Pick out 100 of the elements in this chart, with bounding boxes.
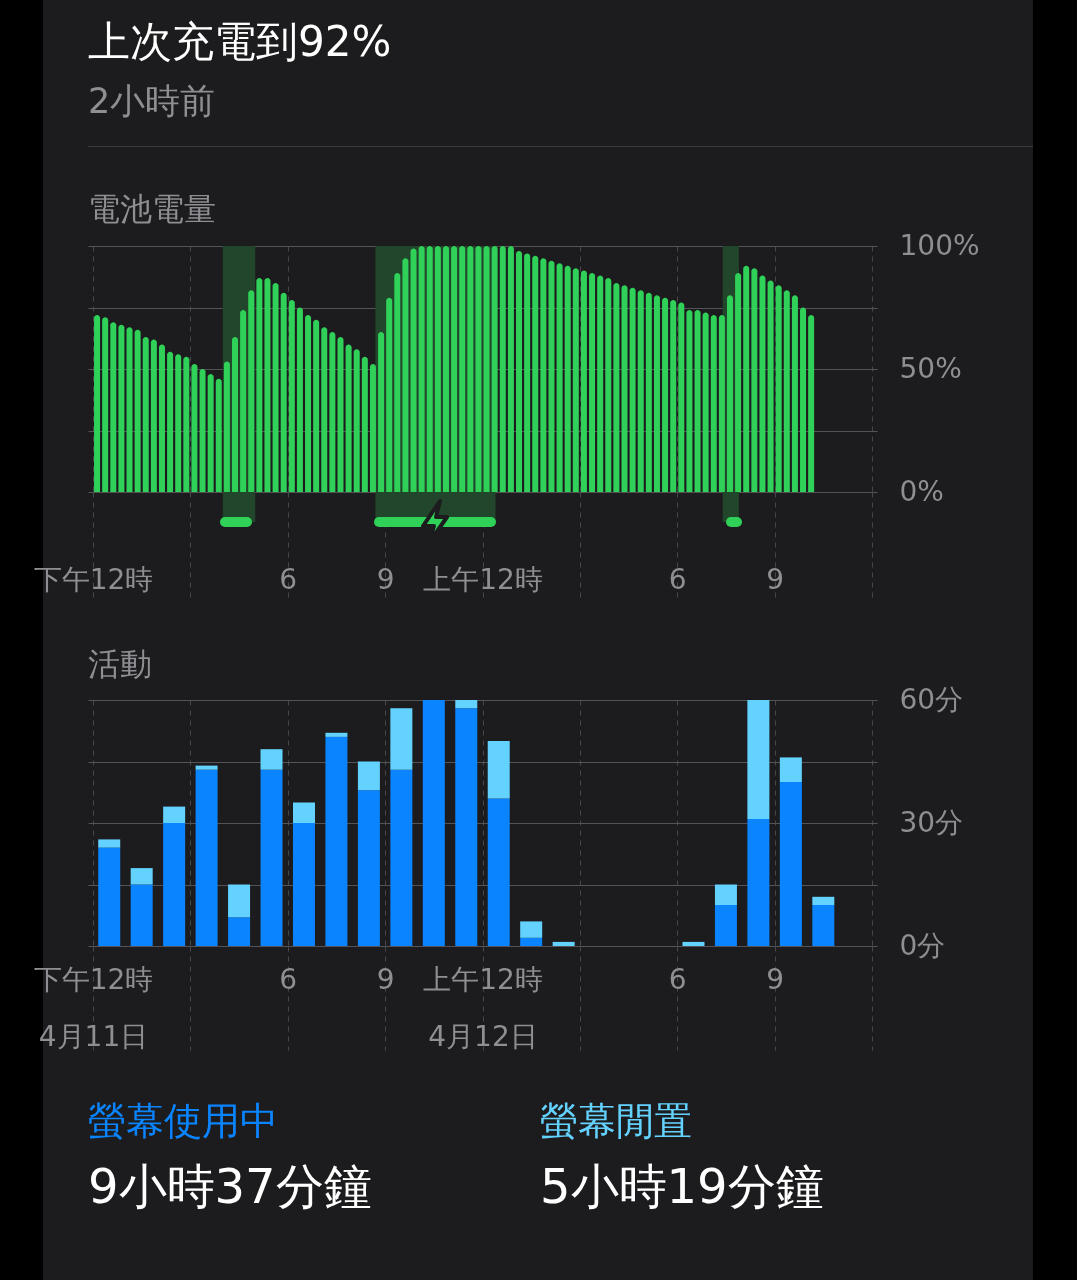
bar	[260, 749, 283, 770]
bar	[305, 314, 312, 492]
bar	[98, 847, 121, 946]
bar	[507, 246, 514, 492]
bar	[556, 263, 563, 492]
bar	[313, 319, 320, 492]
bar	[520, 937, 543, 946]
bar	[451, 246, 458, 492]
bar	[629, 287, 636, 492]
x-tick-label: 9	[766, 562, 785, 596]
bar	[678, 302, 685, 492]
bar	[653, 295, 660, 492]
x-tick-label: 6	[668, 962, 687, 996]
bar	[195, 769, 218, 946]
bar	[410, 248, 417, 492]
bar	[670, 300, 677, 492]
bar	[455, 708, 478, 946]
bar	[321, 327, 328, 492]
bar	[369, 364, 376, 492]
bar	[130, 868, 153, 885]
bar	[361, 356, 368, 492]
bar	[163, 806, 186, 823]
bar	[264, 277, 271, 492]
bar	[223, 361, 230, 492]
bar	[228, 917, 251, 946]
bar	[442, 246, 449, 492]
bar	[564, 265, 571, 492]
bar	[167, 351, 174, 492]
bar	[747, 818, 770, 946]
text: 上次充電到92%	[88, 16, 392, 68]
bar	[280, 292, 287, 492]
bar	[520, 921, 543, 938]
bar	[645, 292, 652, 492]
bar	[175, 354, 182, 492]
bar	[783, 290, 790, 492]
bar	[292, 823, 315, 946]
bar	[459, 246, 466, 492]
bar	[240, 309, 247, 492]
bar	[800, 307, 807, 492]
bar	[597, 275, 604, 492]
text: 5小時19分鐘	[540, 1157, 824, 1216]
bar	[694, 309, 701, 492]
y-tick-label: 100%	[899, 228, 980, 262]
bar	[759, 275, 766, 492]
bar	[812, 905, 835, 946]
chart-title: 活動	[88, 644, 152, 685]
bar	[524, 253, 531, 492]
bar	[337, 337, 344, 492]
bar	[118, 324, 125, 492]
bar	[394, 273, 401, 492]
bar	[158, 344, 165, 492]
bar	[94, 314, 101, 492]
y-tick-label: 30分	[899, 805, 964, 839]
bar	[292, 802, 315, 823]
bar	[390, 769, 413, 946]
bar	[552, 941, 575, 946]
bar	[779, 757, 802, 782]
bar	[426, 246, 433, 492]
bar	[487, 798, 510, 946]
bar	[791, 295, 798, 492]
bar	[248, 290, 255, 492]
bar	[779, 782, 802, 946]
bar	[199, 369, 206, 492]
bar	[260, 769, 283, 946]
bar	[726, 295, 733, 492]
bar	[110, 322, 117, 492]
bar	[150, 339, 157, 492]
y-tick-label: 0分	[899, 928, 946, 962]
bar	[572, 268, 579, 492]
bar	[662, 297, 669, 492]
bar	[163, 823, 186, 946]
bar	[710, 314, 717, 492]
bar	[191, 364, 198, 492]
bar	[378, 332, 385, 492]
bar	[702, 312, 709, 492]
bar	[714, 905, 737, 946]
text: 螢幕閒置	[540, 1098, 693, 1145]
bar	[467, 246, 474, 492]
bar	[483, 246, 490, 492]
bar	[686, 309, 693, 492]
bar	[126, 327, 133, 492]
bar	[751, 268, 758, 492]
bar	[288, 300, 295, 492]
x-tick-label: 下午12時	[33, 562, 154, 596]
bar	[422, 700, 445, 946]
bar	[228, 884, 251, 918]
y-tick-label: 50%	[899, 351, 962, 385]
bar	[357, 790, 380, 946]
x-tick-label: 上午12時 4月12日	[423, 962, 543, 1053]
bar	[775, 285, 782, 492]
bar	[102, 317, 109, 492]
bar	[215, 378, 222, 492]
bar	[808, 314, 815, 492]
bar	[516, 250, 523, 492]
bar	[491, 246, 498, 492]
bar	[357, 761, 380, 791]
bar	[499, 246, 506, 492]
bar	[743, 265, 750, 492]
bar	[325, 732, 348, 737]
bar	[532, 255, 539, 492]
